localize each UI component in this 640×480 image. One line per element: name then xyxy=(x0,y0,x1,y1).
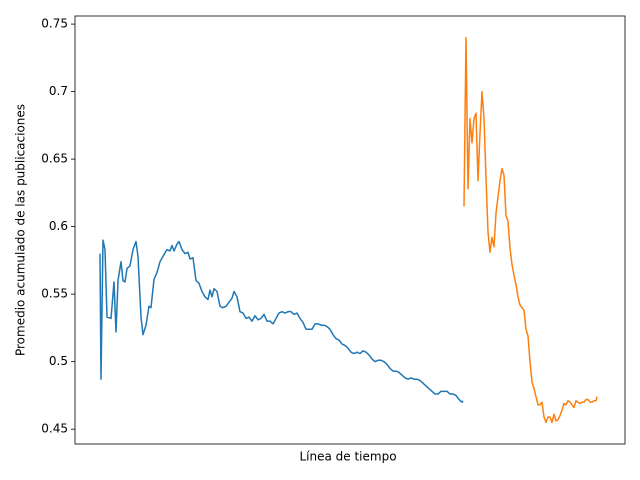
y-tick-label: 0.5 xyxy=(49,354,68,368)
series-line xyxy=(463,36,598,424)
y-tick-label: 0.75 xyxy=(41,17,68,31)
y-tick-label: 0.55 xyxy=(41,287,68,301)
y-tick-label: 0.65 xyxy=(41,152,68,166)
y-tick-label: 0.7 xyxy=(49,84,68,98)
y-tick-label: 0.6 xyxy=(49,219,68,233)
y-tick-label: 0.45 xyxy=(41,422,68,436)
plot-frame xyxy=(74,15,626,445)
x-axis-label: Línea de tiempo xyxy=(299,450,396,464)
y-axis-label: Promedio acumulado de las publicaciones xyxy=(14,104,28,356)
series-line xyxy=(99,239,464,403)
